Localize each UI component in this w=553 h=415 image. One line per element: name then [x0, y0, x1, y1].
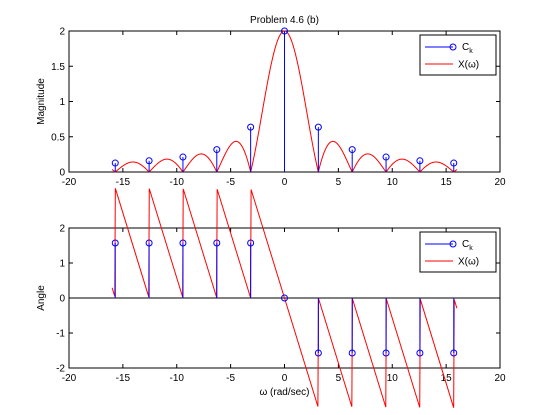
x-tick-label: 0 [282, 177, 288, 188]
stem-marker [281, 294, 288, 302]
x-tick-label: 0 [282, 373, 288, 384]
y-tick-label: 2 [59, 27, 65, 38]
x-tick-label: 20 [494, 373, 506, 384]
stem-marker [179, 239, 187, 247]
x-tick-label: 5 [336, 373, 342, 384]
stem-marker [111, 159, 119, 167]
legend-label-stem: Ck [462, 42, 473, 55]
legend-box [419, 231, 497, 273]
x-tick-label: 5 [336, 177, 342, 188]
x-tick-label: -10 [170, 177, 185, 188]
stem-marker [450, 349, 458, 357]
y-tick-label: 2 [59, 224, 65, 235]
y-tick-label: 0 [59, 294, 65, 305]
stem-marker [348, 146, 356, 154]
stem-marker [416, 157, 424, 165]
x-tick-label: 20 [494, 177, 506, 188]
axes-panel-1: -20 -15 -10 -5 0 5 10 15 20 0 0.5 1 1.5 2 Problem 4.6 … [36, 15, 506, 188]
legend-box [419, 34, 497, 76]
x-tick-label: -20 [62, 177, 77, 188]
stem-marker [382, 153, 390, 161]
y-axis-label: Angle [36, 285, 47, 311]
y-tick-label: -2 [56, 364, 65, 375]
legend-label-curve: X(ω) [458, 257, 479, 268]
x-tick-label: 10 [387, 177, 399, 188]
stem-marker [213, 239, 221, 247]
stem-marker [145, 239, 153, 247]
stem-marker [179, 153, 187, 161]
x-tick-label: -5 [226, 177, 235, 188]
legend-stem-marker [449, 43, 457, 51]
x-tick-label: 15 [441, 373, 453, 384]
chart-title: Problem 4.6 (b) [250, 15, 319, 26]
stem-marker [247, 239, 255, 247]
y-tick-label: -1 [56, 329, 65, 340]
stem-marker [314, 349, 322, 357]
curve-line [111, 188, 458, 408]
y-tick-label: 1 [59, 97, 65, 108]
x-axis-label: ω (rad/sec) [259, 387, 309, 398]
legend-label-curve: X(ω) [458, 60, 479, 71]
stem-marker [382, 349, 390, 357]
stem-marker [247, 123, 255, 131]
y-tick-label: 0 [59, 168, 65, 179]
y-axis-label: Magnitude [36, 78, 47, 125]
y-tick-label: 1.5 [51, 62, 65, 73]
stem-marker [111, 239, 119, 247]
stem-marker [281, 27, 288, 35]
legend: Ck X(ω) [419, 34, 497, 76]
x-tick-label: -10 [170, 373, 185, 384]
legend-stem-marker [449, 240, 457, 248]
legend: Ck X(ω) [419, 231, 497, 273]
x-tick-label: -15 [116, 373, 131, 384]
stem-marker [450, 159, 458, 167]
x-tick-label: 10 [387, 373, 399, 384]
y-tick-label: 0.5 [51, 132, 65, 143]
stem-marker [416, 349, 424, 357]
stem-marker [348, 349, 356, 357]
x-tick-label: 15 [441, 177, 453, 188]
y-tick-label: 1 [59, 259, 65, 270]
x-tick-label: -5 [226, 373, 235, 384]
stem-marker [145, 157, 153, 165]
stem-marker [314, 123, 322, 131]
x-tick-label: -15 [116, 177, 131, 188]
legend-label-stem: Ck [462, 239, 473, 252]
stem-marker [213, 146, 221, 154]
x-tick-label: -20 [62, 373, 77, 384]
